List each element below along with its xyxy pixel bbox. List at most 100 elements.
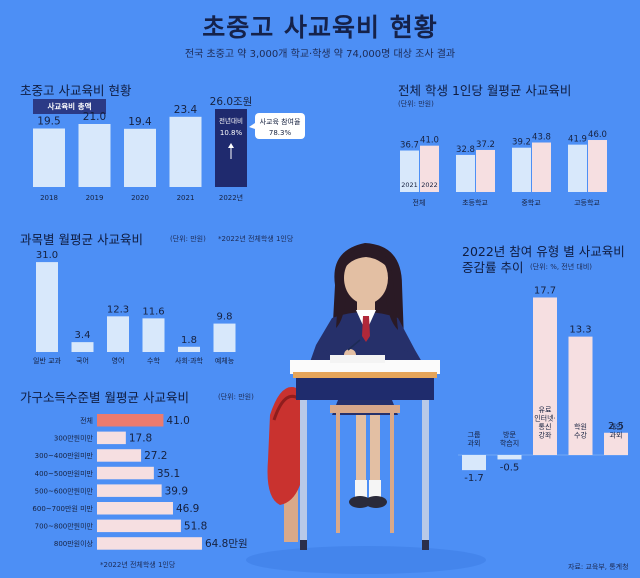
monthly-category-label: 초등학교 [462,198,488,207]
subject-value-label: 3.4 [75,330,91,341]
type-category-label: 방문 [503,430,516,439]
income-chart-title: 가구소득수준별 월평균 사교육비 [20,390,189,405]
monthly-bar [512,147,531,192]
type-category-label: 인터넷· [534,414,556,423]
total-category-label: 2019 [86,194,104,202]
income-category-label: 800만원이상 [54,539,94,548]
income-value-label: 41.0 [166,415,189,427]
total-bar [78,124,111,187]
income-bar [97,484,162,497]
income-value-label: 39.9 [165,485,188,497]
total-inner-label: 전년대비 [219,116,243,125]
income-category-label: 전체 [80,416,93,425]
subject-bar [71,342,94,352]
monthly-bar [532,142,551,192]
type-category-label: 학원 [574,422,587,431]
total-pill: 사교육비 총액 [33,99,106,114]
income-value-label: 64.8만원 [205,538,248,550]
monthly-series-label: 2021 [401,181,418,189]
subject-category-label: 예체능 [215,356,235,365]
callout-pointer [249,123,255,129]
type-chart-title-line2: 증감률 추이 [462,260,524,275]
subject-chart-title: 과목별 월평균 사교육비 [20,232,143,247]
callout-value: 78.3% [269,129,292,137]
subject-category-label: 수학 [147,356,160,365]
monthly-bar [476,149,495,192]
type-category-label: 그룹 [468,431,481,439]
subject-bar [107,316,129,352]
callout-label: 사교육 참여율 [260,117,301,126]
income-value-label: 17.8 [129,433,152,445]
total-category-label: 2020 [131,194,149,202]
type-category-label: 과외 [610,431,623,440]
income-bar [97,537,202,550]
income-bar [97,466,154,480]
up-arrow-icon [228,143,234,148]
subject-value-label: 31.0 [36,250,58,261]
monthly-chart-title: 전체 학생 1인당 월평균 사교육비 [398,83,572,98]
type-value-label: -1.7 [464,473,484,484]
income-value-label: 46.9 [176,503,199,515]
income-category-label: 300~400만원미만 [35,451,94,460]
income-value-label: 51.8 [184,521,207,533]
monthly-bar [400,150,419,192]
subject-value-label: 1.8 [181,335,197,346]
subject-chart-note2: *2022년 전체학생 1인당 [218,235,294,243]
type-chart-title-line1: 2022년 참여 유형 별 사교육비 [462,244,625,259]
subject-chart: 31.0 일반 교과 3.4 국어 12.3 영어 11.6 수학 1.8 사회·과학 9.8 예체능 [33,250,236,365]
type-category-label: 개인 [610,422,623,431]
subject-bar [36,262,58,352]
subject-bar [142,318,165,352]
total-bar [124,128,156,187]
callout-box [255,113,305,139]
page-title: 초중고 사교육비 현황 [202,13,438,42]
subject-category-label: 일반 교과 [33,356,62,365]
type-value-label: 13.3 [569,325,591,336]
monthly-value-label: 39.2 [512,138,531,148]
total-value-label: 21.0 [83,111,106,123]
type-bar [533,297,557,455]
type-category-label: 과외 [468,439,481,448]
monthly-category-label: 전체 [413,198,426,207]
income-bar [97,502,173,515]
monthly-value-label: 37.2 [476,140,495,150]
monthly-chart-note: (단위: 만원) [398,100,434,108]
income-bar [97,414,164,427]
subject-value-label: 9.8 [217,312,233,323]
monthly-value-label: 36.7 [400,141,419,151]
total-category-label: 2021 [177,194,195,202]
subject-bar [178,346,200,352]
monthly-value-label: 46.0 [588,130,607,140]
subject-category-label: 사회·과학 [175,356,204,365]
source-note: 자료: 교육부, 통계청 [568,563,629,571]
monthly-bar [588,140,607,192]
income-category-label: 500~600만원미만 [35,486,94,495]
total-chart-title: 초중고 사교육비 현황 [20,83,132,98]
monthly-avg-chart: 36.7 2021 41.0 2022 전체 32.8 37.2 초등학교 39.243.8 중학… [400,130,607,207]
type-bar [604,432,628,455]
type-chart-note: (단위: %, 전년 대비) [530,263,593,271]
monthly-category-label: 중학교 [521,198,541,207]
monthly-value-label: 41.0 [420,136,439,146]
monthly-series-label: 2022 [421,181,438,189]
income-bar [97,431,126,445]
total-spending-chart: 19.5 2018 21.0 2019 19.4 2020 23.4 2021 26.0조원 20… [33,96,305,202]
total-category-label: 2022년 [219,193,243,202]
subject-bar [213,323,236,352]
income-category-label: 700~800만원미만 [35,522,94,531]
monthly-value-label: 43.8 [532,133,551,143]
type-category-label: 학습지 [500,439,519,448]
subject-value-label: 12.3 [107,304,129,315]
income-chart-note: (단위: 만원) [218,393,254,401]
participation-type-chart: -1.7그룹과외-0.5방문학습지17.7유료인터넷·통신강좌13.3학원수강2… [458,285,628,484]
income-category-label: 600~700만원 미만 [32,504,93,513]
total-value-label: 19.4 [128,116,152,128]
income-value-label: 27.2 [144,450,167,462]
total-inner-value: 10.8% [220,129,243,137]
income-bar [97,519,181,533]
student-illustration [246,243,486,574]
type-category-label: 통신 [539,422,552,431]
total-value-label: 19.5 [37,116,60,128]
total-bar [169,116,202,187]
